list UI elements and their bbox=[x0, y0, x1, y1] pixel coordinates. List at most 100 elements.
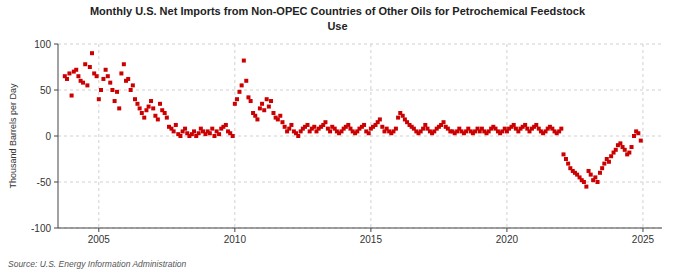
point bbox=[235, 97, 239, 101]
point bbox=[423, 123, 427, 127]
point bbox=[630, 145, 634, 149]
point bbox=[609, 154, 613, 158]
point bbox=[253, 114, 257, 118]
point bbox=[566, 162, 570, 166]
grid-line-y bbox=[58, 90, 662, 91]
point bbox=[70, 94, 74, 98]
grid-line-x bbox=[642, 44, 643, 228]
point bbox=[147, 105, 151, 109]
point bbox=[598, 171, 602, 175]
point bbox=[618, 141, 622, 145]
grid-line-x bbox=[506, 44, 507, 228]
x-axis-line bbox=[58, 228, 662, 229]
point bbox=[283, 125, 287, 129]
point bbox=[267, 105, 271, 109]
point bbox=[534, 123, 538, 127]
grid-line-y bbox=[58, 182, 662, 183]
point bbox=[210, 127, 214, 131]
point bbox=[323, 120, 327, 124]
point bbox=[632, 134, 636, 138]
point bbox=[90, 51, 94, 55]
subtitle: Use bbox=[327, 20, 347, 32]
point bbox=[165, 116, 169, 120]
point bbox=[217, 132, 221, 136]
point bbox=[401, 114, 405, 118]
point bbox=[249, 99, 253, 103]
point bbox=[559, 127, 563, 131]
point bbox=[135, 102, 139, 106]
x-tick bbox=[642, 228, 643, 232]
x-tick-label: 2015 bbox=[360, 234, 383, 245]
point bbox=[305, 123, 309, 127]
point bbox=[378, 117, 382, 121]
point bbox=[138, 106, 142, 110]
point bbox=[158, 102, 162, 106]
point bbox=[172, 129, 176, 133]
point bbox=[174, 123, 178, 127]
point bbox=[278, 114, 282, 118]
point bbox=[242, 59, 246, 63]
point bbox=[564, 157, 568, 161]
point bbox=[83, 62, 87, 66]
point bbox=[255, 117, 259, 121]
y-tick bbox=[54, 182, 58, 183]
point bbox=[115, 90, 119, 94]
y-tick-label: 50 bbox=[40, 85, 52, 96]
point bbox=[623, 148, 627, 152]
point bbox=[65, 77, 69, 81]
point bbox=[133, 97, 137, 101]
grid-line-y bbox=[58, 44, 662, 45]
y-tick bbox=[54, 228, 58, 229]
point bbox=[122, 62, 126, 66]
points bbox=[63, 51, 643, 188]
point bbox=[131, 83, 135, 87]
point bbox=[639, 139, 643, 143]
point bbox=[156, 117, 160, 121]
point bbox=[144, 108, 148, 112]
point bbox=[208, 131, 212, 135]
point bbox=[589, 173, 593, 177]
point bbox=[104, 68, 108, 72]
source: Source: U.S. Energy Information Administ… bbox=[8, 259, 187, 269]
point bbox=[117, 106, 121, 110]
point bbox=[584, 185, 588, 189]
y-tick bbox=[54, 136, 58, 137]
point bbox=[636, 131, 640, 135]
x-tick-label: 2010 bbox=[224, 234, 247, 245]
point bbox=[280, 120, 284, 124]
point bbox=[113, 99, 117, 103]
y-tick-label: 100 bbox=[34, 39, 51, 50]
point bbox=[296, 134, 300, 138]
point bbox=[183, 127, 187, 131]
point bbox=[607, 160, 611, 164]
point bbox=[233, 102, 237, 106]
point bbox=[394, 127, 398, 131]
x-tick bbox=[506, 228, 507, 232]
point bbox=[523, 123, 527, 127]
point bbox=[240, 83, 244, 87]
point bbox=[88, 65, 92, 69]
point bbox=[85, 83, 89, 87]
point bbox=[367, 131, 371, 135]
point bbox=[258, 106, 262, 110]
point bbox=[119, 71, 123, 75]
point bbox=[231, 134, 235, 138]
point bbox=[396, 116, 400, 120]
point bbox=[224, 123, 228, 127]
point bbox=[582, 180, 586, 184]
point bbox=[142, 116, 146, 120]
point bbox=[262, 108, 266, 112]
y-tick-label: -100 bbox=[31, 223, 51, 234]
grid-line-y bbox=[58, 136, 662, 137]
point bbox=[246, 95, 250, 99]
y-tick-label: -50 bbox=[37, 177, 52, 188]
y-tick bbox=[54, 90, 58, 91]
point bbox=[512, 123, 516, 127]
point bbox=[81, 81, 85, 85]
point bbox=[312, 125, 316, 129]
point bbox=[614, 148, 618, 152]
point bbox=[276, 117, 280, 121]
point bbox=[178, 134, 182, 138]
point bbox=[151, 106, 155, 110]
point bbox=[380, 125, 384, 129]
